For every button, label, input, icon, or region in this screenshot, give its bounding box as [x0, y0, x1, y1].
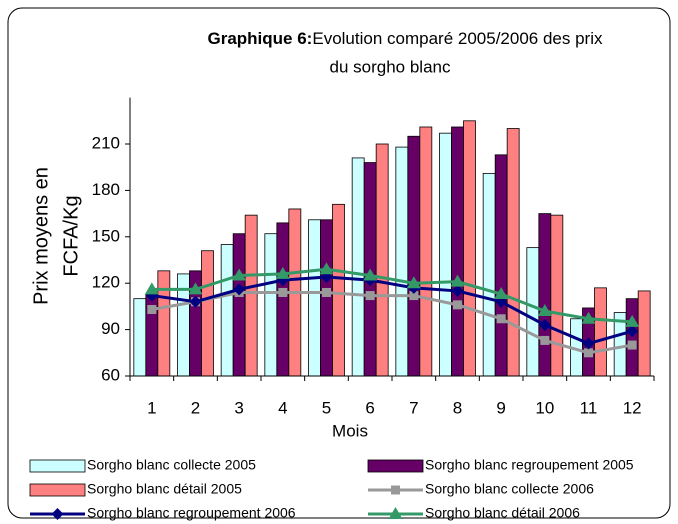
legend-swatch	[29, 483, 86, 497]
x-tick-label: 4	[278, 398, 287, 417]
legend-label: Sorgho blanc collecte 2006	[425, 481, 594, 497]
line-marker	[363, 268, 378, 281]
line-marker	[625, 314, 640, 327]
bar	[133, 298, 147, 377]
x-tick-label: 10	[535, 398, 554, 417]
bar	[332, 203, 345, 377]
bar	[419, 126, 433, 377]
chart-title: Graphique 6:Evolution comparé 2005/2006 …	[208, 29, 603, 48]
legend-marker	[391, 485, 400, 495]
y-tick-label: 210	[92, 133, 120, 152]
line-marker	[233, 283, 246, 296]
line-marker	[319, 262, 334, 275]
legend-marker	[51, 508, 64, 520]
bar	[526, 247, 540, 377]
bar	[407, 135, 421, 377]
line	[151, 267, 633, 324]
x-tick-label: 11	[580, 398, 598, 417]
bar	[494, 154, 508, 377]
line-marker	[275, 266, 290, 279]
line-marker	[144, 282, 159, 295]
legend-swatch	[29, 459, 86, 473]
bar	[320, 219, 333, 377]
bar	[625, 298, 639, 377]
line-marker	[232, 268, 247, 281]
bar	[157, 270, 171, 377]
x-tick-label: 8	[453, 398, 462, 417]
x-tick-label: 9	[496, 398, 505, 417]
line-marker	[278, 287, 288, 297]
line-marker	[584, 348, 593, 358]
bar	[538, 213, 552, 377]
legend-label: Sorgho blanc regroupement 2005	[425, 457, 634, 473]
bar	[351, 157, 365, 377]
line-marker	[537, 304, 552, 317]
bar	[232, 233, 246, 377]
y-axis-label: Prix moyens en	[30, 167, 52, 305]
legend-label: Sorgho blanc détail 2006	[425, 505, 580, 521]
line-marker	[496, 314, 506, 324]
line-marker	[322, 287, 331, 297]
line-marker	[450, 274, 465, 287]
legend-label: Sorgho blanc regroupement 2006	[87, 505, 296, 521]
line-marker	[626, 325, 639, 338]
x-tick-label: 3	[234, 398, 243, 417]
bar	[220, 244, 234, 377]
x-tick-label: 2	[191, 398, 200, 417]
x-tick-label: 6	[365, 398, 374, 417]
title-line: Evolution comparé 2005/2006 des prix	[312, 29, 603, 48]
bar	[463, 120, 476, 377]
legend-swatch	[367, 459, 424, 473]
line-marker	[365, 291, 375, 301]
bar	[395, 146, 409, 377]
y-tick-label: 150	[92, 226, 120, 245]
line-marker	[409, 291, 419, 301]
y-tick-label: 180	[92, 180, 120, 199]
x-tick-label: 12	[623, 398, 642, 417]
y-tick-label: 90	[101, 319, 120, 338]
bar	[637, 290, 651, 377]
line-marker	[538, 318, 551, 331]
line-marker	[540, 335, 550, 345]
line-marker	[188, 282, 203, 295]
x-tick-label: 5	[322, 398, 331, 417]
line	[151, 275, 633, 346]
bar	[264, 233, 278, 377]
bar	[506, 128, 520, 377]
bar	[276, 222, 290, 377]
line-marker	[451, 284, 464, 297]
x-tick-label: 1	[147, 398, 156, 417]
line-marker	[494, 287, 509, 300]
line-marker	[582, 337, 595, 350]
legend-label: Sorgho blanc collecte 2005	[87, 457, 256, 473]
y-tick-label: 60	[101, 365, 120, 384]
line-marker	[147, 304, 157, 314]
legend-label: Sorgho blanc détail 2005	[87, 481, 242, 497]
y-axis-label: FCFA/Kg	[60, 195, 82, 276]
bar	[244, 214, 258, 377]
x-axis-label: Mois	[332, 421, 368, 440]
line-marker	[406, 276, 421, 289]
line-marker	[627, 340, 637, 350]
title-bold: Graphique 6:	[208, 29, 313, 48]
bar	[451, 126, 464, 377]
legend-marker	[388, 507, 403, 519]
bar	[439, 132, 452, 377]
bar	[482, 172, 496, 377]
line-marker	[581, 311, 596, 324]
y-tick-label: 120	[92, 273, 120, 292]
title-line: du sorgho blanc	[330, 57, 451, 76]
line-marker	[453, 300, 462, 310]
bar	[308, 219, 321, 377]
bar	[594, 287, 607, 377]
bar	[375, 143, 389, 377]
line	[151, 290, 633, 355]
bar	[550, 214, 564, 377]
bar	[201, 250, 214, 377]
x-tick-label: 7	[409, 398, 418, 417]
line-marker	[189, 295, 202, 308]
